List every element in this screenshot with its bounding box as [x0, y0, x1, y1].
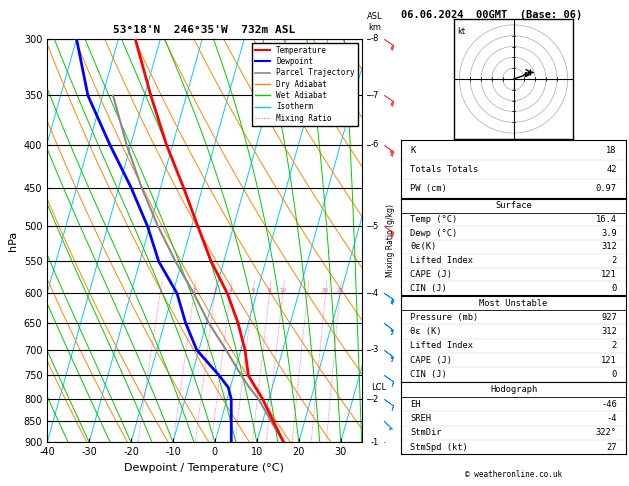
X-axis label: Dewpoint / Temperature (°C): Dewpoint / Temperature (°C): [125, 463, 284, 473]
Text: 312: 312: [601, 327, 617, 336]
Text: 0.97: 0.97: [596, 184, 617, 193]
Text: -7: -7: [371, 91, 379, 100]
Text: -4: -4: [371, 289, 379, 298]
Title: 53°18'N  246°35'W  732m ASL: 53°18'N 246°35'W 732m ASL: [113, 25, 296, 35]
Text: 18: 18: [606, 145, 617, 155]
Text: km: km: [369, 22, 382, 32]
Text: -5: -5: [371, 222, 379, 231]
Text: CAPE (J): CAPE (J): [410, 356, 452, 364]
Text: Mixing Ratio (g/kg): Mixing Ratio (g/kg): [386, 204, 395, 277]
Text: 8: 8: [268, 288, 271, 294]
Text: -6: -6: [371, 140, 379, 149]
Text: 121: 121: [601, 270, 617, 279]
Text: K: K: [410, 145, 416, 155]
Text: 322°: 322°: [596, 428, 617, 437]
Text: 2: 2: [192, 288, 196, 294]
Text: Pressure (mb): Pressure (mb): [410, 313, 479, 322]
Text: 42: 42: [606, 165, 617, 174]
Text: 0: 0: [611, 370, 617, 379]
Text: Totals Totals: Totals Totals: [410, 165, 479, 174]
Text: Dewp (°C): Dewp (°C): [410, 228, 457, 238]
Text: 16.4: 16.4: [596, 215, 617, 224]
Text: 2: 2: [611, 341, 617, 350]
Y-axis label: hPa: hPa: [8, 230, 18, 251]
Text: PW (cm): PW (cm): [410, 184, 447, 193]
Text: kt: kt: [457, 27, 465, 36]
Text: 121: 121: [601, 356, 617, 364]
Text: Hodograph: Hodograph: [490, 385, 537, 394]
Text: Lifted Index: Lifted Index: [410, 341, 473, 350]
Text: SREH: SREH: [410, 414, 431, 423]
Text: 3: 3: [213, 288, 217, 294]
Text: LCL: LCL: [371, 383, 386, 392]
Text: -4: -4: [606, 414, 617, 423]
Text: 6: 6: [251, 288, 255, 294]
Text: StmDir: StmDir: [410, 428, 442, 437]
Text: 3.9: 3.9: [601, 228, 617, 238]
Text: θε(K): θε(K): [410, 243, 437, 251]
Text: -2: -2: [371, 395, 379, 403]
Text: 312: 312: [601, 243, 617, 251]
Text: 06.06.2024  00GMT  (Base: 06): 06.06.2024 00GMT (Base: 06): [401, 10, 582, 20]
Text: -1: -1: [371, 438, 379, 447]
Text: 0: 0: [611, 284, 617, 293]
Text: θε (K): θε (K): [410, 327, 442, 336]
Text: Most Unstable: Most Unstable: [479, 298, 548, 308]
Text: EH: EH: [410, 399, 421, 409]
Text: 27: 27: [606, 443, 617, 451]
Text: 20: 20: [322, 288, 329, 294]
Text: 4: 4: [229, 288, 232, 294]
Text: -3: -3: [371, 346, 379, 354]
Text: Temp (°C): Temp (°C): [410, 215, 457, 224]
Text: CIN (J): CIN (J): [410, 370, 447, 379]
Text: ASL: ASL: [367, 12, 383, 20]
Text: 927: 927: [601, 313, 617, 322]
Text: Surface: Surface: [495, 201, 532, 210]
Text: 2: 2: [611, 256, 617, 265]
Text: © weatheronline.co.uk: © weatheronline.co.uk: [465, 469, 562, 479]
Legend: Temperature, Dewpoint, Parcel Trajectory, Dry Adiabat, Wet Adiabat, Isotherm, Mi: Temperature, Dewpoint, Parcel Trajectory…: [252, 43, 358, 125]
Text: StmSpd (kt): StmSpd (kt): [410, 443, 468, 451]
Text: 25: 25: [337, 288, 343, 294]
Text: CIN (J): CIN (J): [410, 284, 447, 293]
Text: CAPE (J): CAPE (J): [410, 270, 452, 279]
Text: 10: 10: [279, 288, 286, 294]
Text: -8: -8: [371, 35, 379, 43]
Text: -46: -46: [601, 399, 617, 409]
Text: 1: 1: [159, 288, 162, 294]
Text: Lifted Index: Lifted Index: [410, 256, 473, 265]
